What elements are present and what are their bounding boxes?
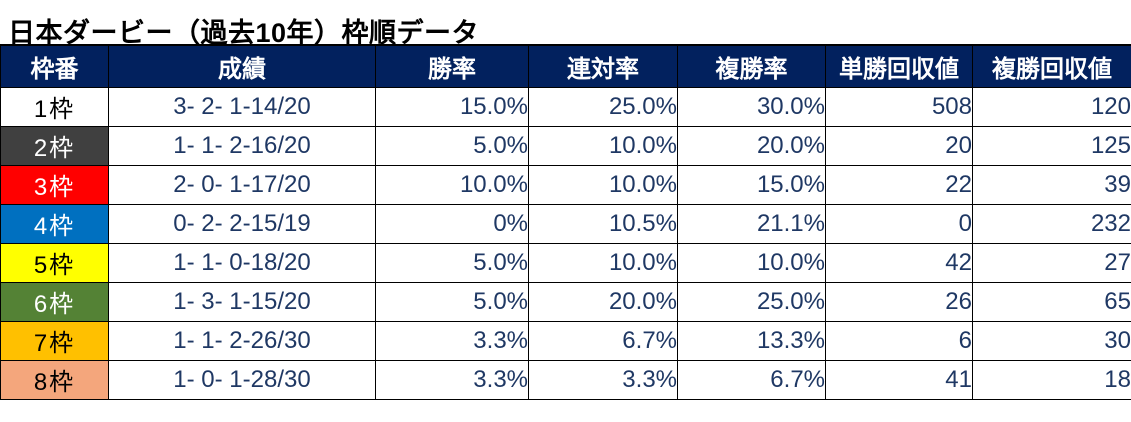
win-rate-cell: 3.3% — [375, 359, 529, 400]
record-cell: 2- 0- 1-17/20 — [108, 164, 376, 205]
frame-cell: 8枠 — [0, 359, 109, 400]
win-rate-cell: 3.3% — [375, 320, 529, 361]
win-return-cell: 0 — [825, 203, 973, 244]
col-header-win-rate: 勝率 — [375, 44, 529, 88]
quinella-rate-cell: 10.0% — [528, 125, 678, 166]
record-cell: 1- 3- 1-15/20 — [108, 281, 376, 322]
quinella-rate-cell: 3.3% — [528, 359, 678, 400]
show-rate-cell: 20.0% — [677, 125, 826, 166]
frame-cell: 6枠 — [0, 281, 109, 322]
show-return-cell: 232 — [972, 203, 1131, 244]
col-header-frame: 枠番 — [0, 44, 109, 88]
table-row-frame-7: 7枠 1- 1- 2-26/30 3.3% 6.7% 13.3% 6 30 — [0, 320, 1131, 361]
frame-cell: 2枠 — [0, 125, 109, 166]
win-return-cell: 20 — [825, 125, 973, 166]
record-cell: 1- 1- 2-26/30 — [108, 320, 376, 361]
record-cell: 0- 2- 2-15/19 — [108, 203, 376, 244]
table-row-frame-6: 6枠 1- 3- 1-15/20 5.0% 20.0% 25.0% 26 65 — [0, 281, 1131, 322]
win-rate-cell: 0% — [375, 203, 529, 244]
record-cell: 1- 1- 2-16/20 — [108, 125, 376, 166]
record-cell: 1- 0- 1-28/30 — [108, 359, 376, 400]
show-rate-cell: 15.0% — [677, 164, 826, 205]
win-return-cell: 42 — [825, 242, 973, 283]
table-row-frame-1: 1枠 3- 2- 1-14/20 15.0% 25.0% 30.0% 508 1… — [0, 86, 1131, 127]
win-return-cell: 508 — [825, 86, 973, 127]
show-return-cell: 27 — [972, 242, 1131, 283]
frame-cell: 5枠 — [0, 242, 109, 283]
page-title: 日本ダービー（過去10年）枠順データ — [8, 18, 480, 48]
header-row: 枠番 成績 勝率 連対率 複勝率 単勝回収値 複勝回収値 — [0, 44, 1131, 88]
show-return-cell: 65 — [972, 281, 1131, 322]
table-row-frame-2: 2枠 1- 1- 2-16/20 5.0% 10.0% 20.0% 20 125 — [0, 125, 1131, 166]
table-row-frame-8: 8枠 1- 0- 1-28/30 3.3% 3.3% 6.7% 41 18 — [0, 359, 1131, 400]
record-cell: 1- 1- 0-18/20 — [108, 242, 376, 283]
table-row-frame-3: 3枠 2- 0- 1-17/20 10.0% 10.0% 15.0% 22 39 — [0, 164, 1131, 205]
show-rate-cell: 10.0% — [677, 242, 826, 283]
quinella-rate-cell: 25.0% — [528, 86, 678, 127]
show-return-cell: 125 — [972, 125, 1131, 166]
table-row-frame-5: 5枠 1- 1- 0-18/20 5.0% 10.0% 10.0% 42 27 — [0, 242, 1131, 283]
win-rate-cell: 10.0% — [375, 164, 529, 205]
win-rate-cell: 5.0% — [375, 125, 529, 166]
win-return-cell: 26 — [825, 281, 973, 322]
quinella-rate-cell: 6.7% — [528, 320, 678, 361]
frame-cell: 1枠 — [0, 86, 109, 127]
quinella-rate-cell: 20.0% — [528, 281, 678, 322]
frame-cell: 4枠 — [0, 203, 109, 244]
show-return-cell: 120 — [972, 86, 1131, 127]
frame-cell: 3枠 — [0, 164, 109, 205]
show-rate-cell: 6.7% — [677, 359, 826, 400]
win-rate-cell: 5.0% — [375, 242, 529, 283]
frame-data-table: 枠番 成績 勝率 連対率 複勝率 単勝回収値 複勝回収値 1枠 3- 2- 1-… — [0, 44, 1131, 400]
win-rate-cell: 15.0% — [375, 86, 529, 127]
show-rate-cell: 25.0% — [677, 281, 826, 322]
table-row-frame-4: 4枠 0- 2- 2-15/19 0% 10.5% 21.1% 0 232 — [0, 203, 1131, 244]
show-return-cell: 39 — [972, 164, 1131, 205]
win-return-cell: 22 — [825, 164, 973, 205]
col-header-win-return: 単勝回収値 — [825, 44, 973, 88]
col-header-record: 成績 — [108, 44, 376, 88]
show-return-cell: 18 — [972, 359, 1131, 400]
show-rate-cell: 30.0% — [677, 86, 826, 127]
quinella-rate-cell: 10.0% — [528, 164, 678, 205]
quinella-rate-cell: 10.0% — [528, 242, 678, 283]
win-return-cell: 41 — [825, 359, 973, 400]
show-return-cell: 30 — [972, 320, 1131, 361]
col-header-quinella-rate: 連対率 — [528, 44, 678, 88]
frame-cell: 7枠 — [0, 320, 109, 361]
record-cell: 3- 2- 1-14/20 — [108, 86, 376, 127]
win-return-cell: 6 — [825, 320, 973, 361]
col-header-show-return: 複勝回収値 — [972, 44, 1131, 88]
win-rate-cell: 5.0% — [375, 281, 529, 322]
show-rate-cell: 21.1% — [677, 203, 826, 244]
quinella-rate-cell: 10.5% — [528, 203, 678, 244]
show-rate-cell: 13.3% — [677, 320, 826, 361]
col-header-show-rate: 複勝率 — [677, 44, 826, 88]
